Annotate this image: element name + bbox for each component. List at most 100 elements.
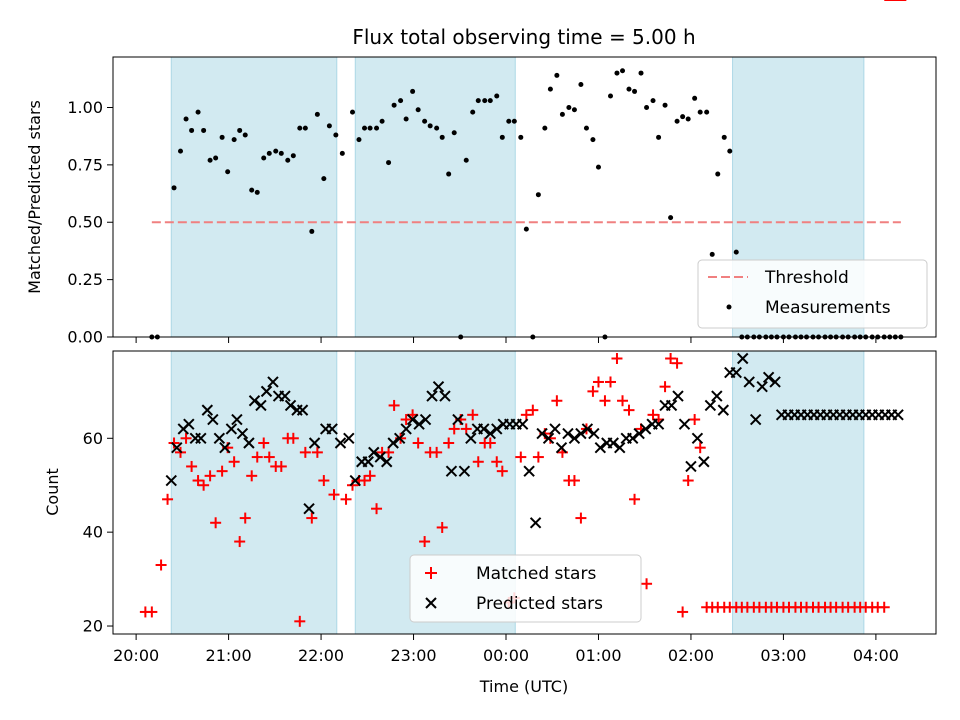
measurement-point [290, 153, 296, 159]
measurement-point [237, 127, 243, 133]
predicted-star-point [516, 418, 529, 430]
predicted-star-point [219, 441, 231, 454]
measurement-point [254, 189, 260, 195]
matched-star-point [204, 470, 216, 482]
matched-star-point [431, 446, 443, 458]
predicted-star-point [349, 474, 361, 487]
matched-star-point [162, 493, 174, 505]
predicted-star-point [201, 404, 214, 416]
predicted-star-point [698, 456, 710, 468]
predicted-star-point [491, 423, 503, 435]
predicted-star-point [633, 427, 645, 440]
predicted-star-point [213, 432, 226, 445]
predicted-star-point [374, 451, 386, 463]
x-tick-label: 03:00 [760, 646, 806, 665]
x-tick-label: 01:00 [575, 646, 621, 665]
measurement-point [178, 148, 184, 154]
measurement-point [356, 137, 362, 143]
matched-stars-points [139, 0, 907, 627]
top-y-tick-label: 1.00 [67, 98, 103, 117]
matched-star-point [689, 414, 701, 426]
matched-star-point [234, 536, 246, 548]
predicted-star-point [326, 423, 338, 435]
measurement-point [547, 86, 553, 92]
matched-star-point [287, 432, 299, 444]
measurement-point [704, 109, 710, 115]
matched-star-point [623, 404, 635, 416]
matched-star-point [671, 357, 683, 369]
matched-star-point [599, 395, 611, 407]
measurement-point [475, 98, 481, 104]
predicted-star-point [308, 437, 321, 449]
matched-star-point [491, 456, 503, 468]
predicted-star-point [231, 413, 243, 426]
top-legend-box [697, 259, 928, 329]
top-y-axis-ticks: 0.00 0.25 0.50 0.75 1.00 [67, 98, 113, 347]
predicted-star-point [737, 352, 749, 365]
predicted-star-point [381, 456, 393, 468]
shaded-interval-0 [170, 350, 338, 635]
predicted-star-point [652, 418, 665, 430]
measurement-point [386, 160, 392, 166]
predicted-star-point [465, 432, 477, 445]
top-legend: Threshold Measurements [697, 259, 928, 329]
predicted-star-point [183, 418, 195, 430]
measurement-point [309, 228, 315, 234]
predicted-star-point [267, 376, 279, 388]
top-x-axis-ticks [135, 337, 877, 343]
predicted-star-point [529, 517, 542, 529]
predicted-star-point [568, 432, 581, 445]
measurement-point [339, 150, 345, 156]
measurement-point [171, 185, 177, 191]
matched-star-point [575, 512, 587, 524]
matched-star-point [251, 451, 263, 463]
measurement-point [721, 134, 727, 140]
matched-star-point [641, 578, 653, 590]
predicted-star-point [296, 404, 309, 416]
matched-star-point [340, 493, 352, 505]
measurement-point [422, 118, 428, 124]
predicted-star-point [236, 427, 249, 440]
predicted-star-point [614, 441, 626, 454]
predicted-star-point [639, 423, 652, 435]
measurements-legend-label: Measurements [765, 298, 891, 318]
matched-star-point [388, 399, 400, 411]
measurement-point [662, 102, 668, 108]
matched-star-point [448, 423, 460, 435]
matched-star-point [294, 615, 306, 627]
predicted-star-point [458, 465, 471, 477]
matched-star-point [682, 475, 694, 487]
measurement-point [333, 132, 339, 138]
measurement-point [278, 150, 284, 156]
predicted-legend-swatch [425, 597, 437, 609]
matched-star-point [611, 353, 623, 365]
matched-star-point [443, 437, 455, 449]
measurement-point [219, 134, 225, 140]
predicted-star-point [672, 390, 684, 402]
bottom-y-tick-label: 60 [83, 429, 103, 448]
matched-star-point [551, 395, 563, 407]
measurement-point [733, 249, 739, 255]
bottom-y-tick-label: 40 [83, 523, 103, 542]
predicted-star-point [362, 456, 374, 468]
matched-legend-swatch [425, 567, 437, 579]
predicted-star-point [195, 432, 207, 445]
top-panel: 0.00 0.25 0.50 0.75 1.00 Matched/Predicted s… [25, 56, 937, 347]
measurement-point [542, 125, 548, 131]
measurement-point [410, 88, 416, 94]
bottom-axes-frame [112, 350, 937, 635]
measurement-point [632, 88, 638, 94]
measurement-point [350, 109, 356, 115]
matched-star-point [168, 437, 180, 449]
matched-star-point [328, 489, 340, 501]
matched-star-point [592, 376, 604, 388]
measurements-legend-swatch [726, 304, 732, 310]
measurement-point [506, 118, 512, 124]
predicted-star-point [536, 427, 548, 440]
predicted-star-point [678, 418, 691, 430]
predicted-star-point [406, 413, 419, 426]
bottom-y-tick-label: 20 [83, 617, 103, 636]
predicted-star-point [711, 390, 723, 402]
predicted-star-point [575, 427, 587, 440]
matched-star-point [460, 423, 472, 435]
